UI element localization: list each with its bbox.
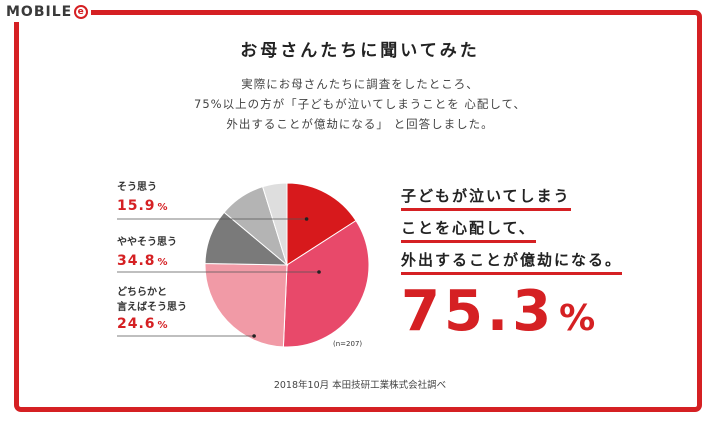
legend-label-3-line1: どちらかと	[117, 287, 167, 298]
intro-line-3: 外出することが億劫になる」 と回答しました。	[226, 117, 494, 131]
leader-dot-3	[252, 334, 256, 338]
site-logo: MOBILE e	[3, 2, 92, 22]
pie-slice-6	[262, 182, 288, 266]
headline-line-1: 子どもが泣いてしまう	[401, 186, 571, 211]
legend-value-2-number: 34.8	[117, 253, 156, 269]
legend-label-1: そう思う	[117, 180, 157, 195]
big-stat: 75.3%	[401, 282, 599, 349]
source-note: 2018年10月 本田技研工業株式会社調べ	[273, 380, 447, 391]
pie-slice-1	[286, 182, 357, 266]
leader-dot-2	[317, 270, 321, 274]
pie-slice-3	[204, 262, 288, 348]
legend-label-2-line1: ややそう思う	[117, 237, 177, 248]
intro-text: 実際にお母さんたちに調査をしたところ、 75%以上の方が「子どもが泣いてしまうこ…	[0, 74, 720, 134]
legend-value-1-number: 15.9	[117, 198, 156, 214]
big-stat-unit: %	[559, 298, 600, 339]
infographic-frame	[14, 10, 702, 412]
legend-label-3-line2: 言えばそう思う	[117, 302, 187, 313]
pie-slice-2	[282, 219, 370, 348]
leader-dot-1	[304, 217, 309, 221]
legend-value-3-unit: %	[157, 320, 169, 331]
legend-label-2: ややそう思う	[117, 235, 177, 250]
intro-line-2: 75%以上の方が「子どもが泣いてしまうことを 心配して、	[194, 97, 526, 111]
logo-text: MOBILE	[6, 4, 73, 20]
legend-value-1-unit: %	[157, 202, 169, 213]
legend-value-3-number: 24.6	[117, 316, 156, 332]
legend-label-3: どちらかと 言えばそう思う	[117, 285, 187, 315]
legend-value-3: 24.6%	[117, 316, 169, 332]
sample-size-note: (n=207)	[333, 340, 363, 348]
intro-line-1: 実際にお母さんたちに調査をしたところ、	[241, 77, 479, 91]
headline-line-3: 外出することが億劫になる。	[401, 250, 623, 275]
headline-line-2: ことを心配して、	[401, 218, 536, 243]
page-title: お母さんたちに聞いてみた	[240, 41, 480, 61]
legend-value-2: 34.8%	[117, 253, 169, 269]
legend-label-1-line1: そう思う	[117, 182, 157, 193]
logo-mark: e	[74, 5, 89, 19]
legend-value-1: 15.9%	[117, 198, 169, 214]
big-stat-value: 75.3	[401, 279, 556, 344]
legend-value-2-unit: %	[157, 257, 169, 268]
